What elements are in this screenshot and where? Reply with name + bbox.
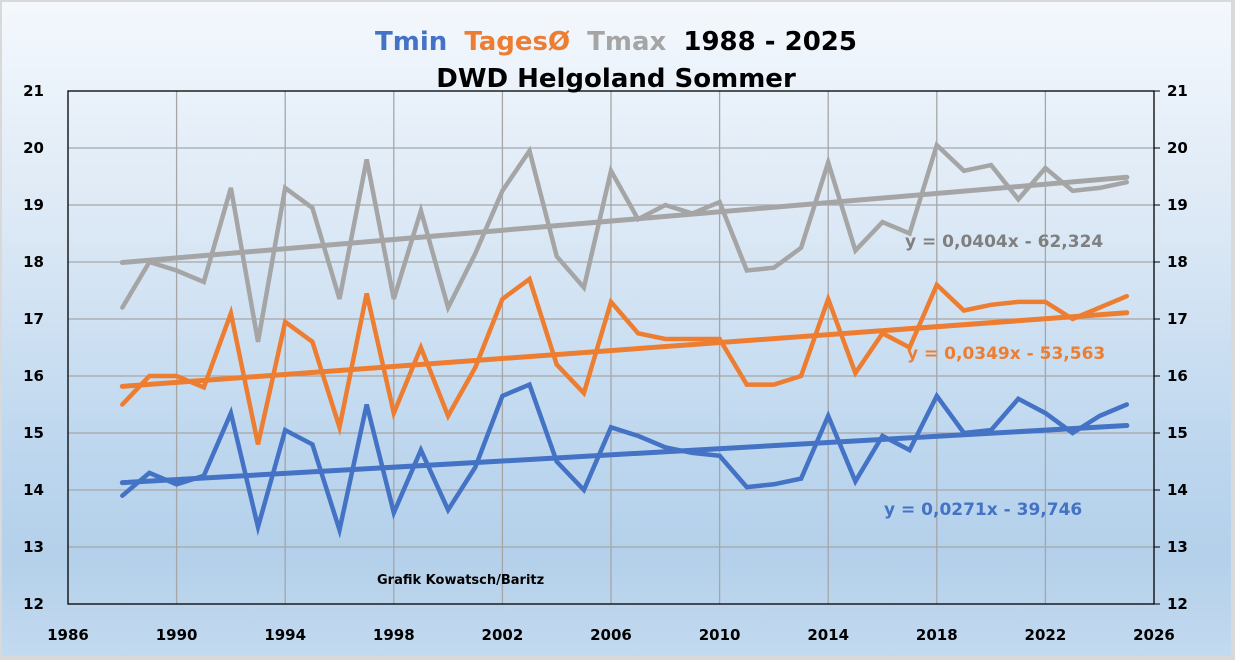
x-tick-label: 2018 [916, 626, 958, 644]
series-line-tmin [120, 381, 1130, 539]
y-tick-label-left: 19 [23, 196, 44, 214]
y-tick-label-left: 17 [23, 310, 44, 328]
y-tick-label-right: 14 [1167, 481, 1188, 499]
trend-equation-tagesmittel: y = 0,0349x - 53,563 [907, 344, 1105, 364]
y-tick-label-right: 13 [1167, 538, 1188, 556]
series-line-tages [120, 275, 1130, 445]
title-tagesmittel: TagesØ [464, 27, 570, 57]
credit-annotation: Grafik Kowatsch/Baritz [377, 573, 544, 588]
x-tick-label: 2006 [590, 626, 632, 644]
trendlines [119, 174, 1130, 486]
y-tick-label-left: 13 [23, 538, 44, 556]
x-tick-label: 2022 [1025, 626, 1067, 644]
y-tick-label-left: 20 [23, 139, 44, 157]
x-tick-label: 2026 [1133, 626, 1175, 644]
x-tick-label: 1986 [47, 626, 89, 644]
chart-subtitle: DWD Helgoland Sommer [436, 64, 796, 94]
series-line-tmax [120, 140, 1130, 343]
trend-equation-tmin: y = 0,0271x - 39,746 [884, 500, 1082, 520]
plot-border [67, 90, 1155, 605]
y-tick-label-left: 12 [23, 595, 44, 613]
x-tick-label: 2010 [699, 626, 741, 644]
chart-title: Tmin TagesØ Tmax 1988 - 2025 [375, 27, 857, 57]
x-tick-label: 2014 [807, 626, 849, 644]
y-tick-label-right: 12 [1167, 595, 1188, 613]
y-tick-label-right: 16 [1167, 367, 1188, 385]
axes [67, 90, 1160, 605]
y-tick-label-left: 14 [23, 481, 44, 499]
gridlines [68, 91, 1154, 604]
trend-equation-tmax: y = 0,0404x - 62,324 [905, 232, 1103, 252]
title-years: 1988 - 2025 [683, 27, 857, 57]
trendline-tmin [119, 423, 1130, 486]
tick-labels: 12 12 13 13 14 14 15 15 16 16 17 17 18 18 19 19 20 20 21 21… [23, 82, 1188, 644]
x-tick-label: 2002 [482, 626, 524, 644]
y-tick-label-left: 21 [23, 82, 44, 100]
trendline-tages [119, 310, 1130, 389]
y-tick-label-left: 18 [23, 253, 44, 271]
title-tmin: Tmin [375, 27, 447, 57]
y-tick-label-left: 16 [23, 367, 44, 385]
y-tick-label-right: 20 [1167, 139, 1188, 157]
y-tick-label-right: 15 [1167, 424, 1188, 442]
y-tick-label-right: 17 [1167, 310, 1188, 328]
y-tick-label-right: 19 [1167, 196, 1188, 214]
x-tick-label: 1990 [156, 626, 198, 644]
title-tmax: Tmax [587, 27, 666, 57]
series-lines [120, 140, 1130, 539]
x-tick-label: 1998 [373, 626, 415, 644]
y-tick-label-right: 21 [1167, 82, 1188, 100]
y-tick-label-left: 15 [23, 424, 44, 442]
trendline-tmax [119, 174, 1130, 266]
x-tick-label: 1994 [264, 626, 306, 644]
y-tick-label-right: 18 [1167, 253, 1188, 271]
